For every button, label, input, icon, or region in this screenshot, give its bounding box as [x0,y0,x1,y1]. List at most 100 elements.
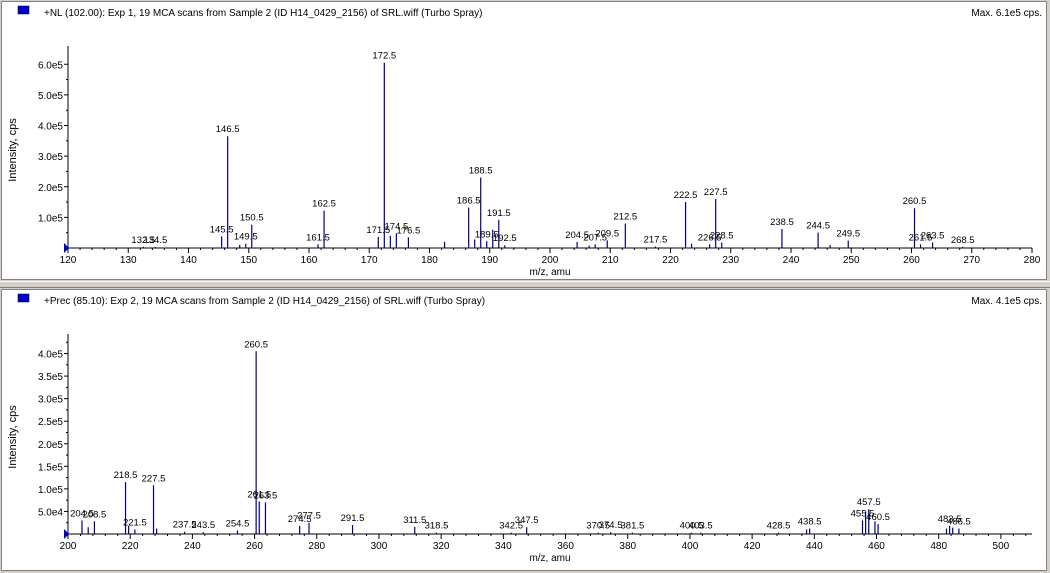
nl-x-tick-label: 190 [481,255,498,266]
nl-x-tick-label: 260 [903,255,920,266]
prec-peak-label: 374.5 [599,520,623,531]
nl-peak-label: 134.5 [143,235,167,246]
nl-peak-label: 268.5 [951,235,975,246]
nl-x-tick-label: 150 [240,255,257,266]
prec-peak-label: 457.5 [857,497,881,508]
prec-peak-label: 428.5 [767,521,791,532]
prec-title: +Prec (85.10): Exp 2, 19 MCA scans from … [44,296,485,307]
spectrum-panel-nl: +NL (102.00): Exp 1, 19 MCA scans from S… [1,1,1047,280]
nl-peak-label: 192.5 [493,233,517,244]
prec-peak-label: 403.5 [689,521,713,532]
nl-peak-label: 191.5 [487,208,511,219]
prec-x-tick-label: 280 [308,541,325,552]
prec-y-tick-label: 5.0e4 [38,507,63,518]
nl-peak-label: 204.5 [565,230,589,241]
nl-y-tick-label: 4.0e5 [38,122,63,133]
prec-peak-label: 243.5 [191,520,215,531]
nl-peak-label: 161.5 [306,232,330,243]
prec-x-tick-label: 500 [993,541,1010,552]
prec-peak-label: 486.5 [947,517,971,528]
prec-peak-label: 261.5 [247,490,271,501]
nl-peak-label: 132.5 [131,235,155,246]
nl-peak-label: 162.5 [312,199,336,210]
nl-peak-label: 249.5 [836,229,860,240]
nl-y-tick-label: 5.0e5 [38,91,63,102]
prec-y-tick-label: 3.0e5 [38,395,63,406]
prec-peak-label: 221.5 [123,517,147,528]
prec-peak-label: 208.5 [83,509,107,520]
prec-x-tick-label: 300 [371,541,388,552]
prec-peak-label: 381.5 [621,521,645,532]
prec-peak-label: 455.5 [851,508,875,519]
nl-peak-label: 207.5 [583,232,607,243]
nl-x-tick-label: 220 [662,255,679,266]
nl-x-tick-label: 240 [783,255,800,266]
nl-peak-label: 172.5 [372,51,396,62]
prec-peak-label: 460.5 [866,512,890,523]
prec-peak-label: 218.5 [114,470,138,481]
prec-x-tick-label: 320 [433,541,450,552]
nl-peak-label: 186.5 [457,196,481,207]
prec-x-tick-label: 420 [744,541,761,552]
nl-peak-label: 222.5 [674,190,698,201]
nl-peak-label: 227.5 [704,187,728,198]
prec-x-axis-label: m/z, amu [529,553,570,564]
prec-x-tick-label: 200 [60,541,77,552]
spectrum-chart-nl: +NL (102.00): Exp 1, 19 MCA scans from S… [7,5,1042,278]
prec-peak-label: 311.5 [403,515,426,526]
prec-x-tick-label: 480 [930,541,947,552]
prec-peak-label: 483.5 [938,514,962,525]
prec-peak-label: 260.5 [244,339,268,350]
nl-peak-label: 176.5 [397,225,421,236]
prec-origin-marker-icon [64,529,69,539]
prec-peak-label: 438.5 [798,517,822,528]
nl-x-tick-label: 160 [301,255,318,266]
prec-peak-label: 277.5 [297,511,321,522]
spectrum-chart-prec: +Prec (85.10): Exp 2, 19 MCA scans from … [7,293,1042,564]
nl-y-tick-label: 6.0e5 [38,60,63,71]
nl-peak-label: 244.5 [806,221,830,232]
panel-splitter[interactable] [0,281,1050,288]
nl-peak-label: 263.5 [921,230,945,241]
nl-peak-label: 188.5 [469,166,493,177]
nl-x-tick-label: 140 [180,255,197,266]
nl-peak-label: 260.5 [903,196,927,207]
prec-y-tick-label: 2.5e5 [38,417,63,428]
prec-peak-label: 263.5 [254,490,278,501]
prec-x-tick-label: 260 [246,541,263,552]
nl-x-axis-label: m/z, amu [529,267,570,278]
nl-peak-label: 217.5 [644,234,668,245]
nl-peak-label: 145.5 [210,224,234,235]
prec-y-tick-label: 1.5e5 [38,462,63,473]
nl-x-tick-label: 270 [963,255,980,266]
nl-peak-label: 174.5 [384,221,408,232]
nl-peak-label: 261.5 [909,232,933,243]
prec-trace-marker-icon [17,293,30,303]
nl-peak-label: 209.5 [595,228,619,239]
prec-max-label: Max. 4.1e5 cps. [971,296,1042,307]
prec-y-tick-label: 2.0e5 [38,440,63,451]
prec-x-tick-label: 340 [495,541,512,552]
prec-peak-label: 318.5 [425,521,449,532]
prec-x-tick-label: 440 [806,541,823,552]
prec-peak-label: 237.5 [173,520,197,531]
prec-peak-label: 347.5 [515,515,539,526]
nl-trace-marker-icon [17,5,30,15]
prec-peak-label: 274.5 [288,514,312,525]
nl-peak-label: 150.5 [240,213,264,224]
nl-peak-label: 149.5 [234,232,258,243]
nl-y-tick-label: 1.0e5 [38,213,63,224]
nl-x-tick-label: 210 [602,255,619,266]
nl-origin-marker-icon [64,243,69,253]
nl-x-tick-label: 170 [361,255,378,266]
prec-peak-label: 204.5 [70,508,94,519]
nl-x-tick-label: 120 [60,255,77,266]
nl-x-tick-label: 130 [120,255,137,266]
nl-title: +NL (102.00): Exp 1, 19 MCA scans from S… [44,8,482,19]
nl-y-tick-label: 3.0e5 [38,152,63,163]
prec-x-tick-label: 360 [557,541,574,552]
prec-x-tick-label: 460 [868,541,885,552]
nl-peak-label: 228.5 [710,230,734,241]
nl-peak-label: 171.5 [366,225,390,236]
prec-x-tick-label: 240 [184,541,201,552]
